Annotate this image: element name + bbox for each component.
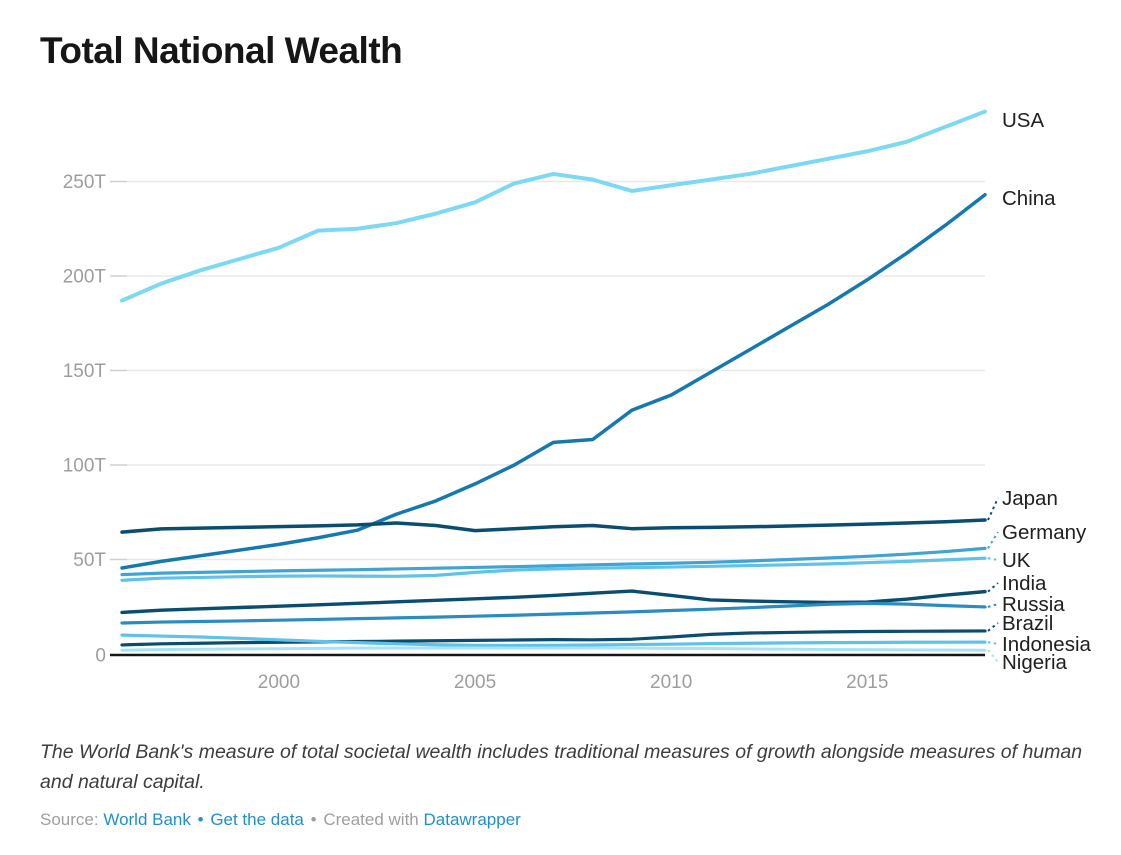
leader-line-indonesia <box>987 641 999 645</box>
series-line-uk <box>120 556 987 582</box>
y-tick-label-100T: 100T <box>63 456 107 477</box>
y-tick-label-50T: 50T <box>73 550 106 571</box>
series-line-brazil <box>120 629 987 647</box>
x-tick-label-2015: 2015 <box>846 672 888 693</box>
x-tick-label-2005: 2005 <box>454 672 496 693</box>
series-label-nigeria: Nigeria <box>1002 651 1068 674</box>
series-label-india: India <box>1002 572 1047 595</box>
series-label-usa: USA <box>1002 109 1044 132</box>
series-label-germany: Germany <box>1002 521 1087 544</box>
leader-line-japan <box>987 497 999 521</box>
leader-line-uk <box>987 557 999 561</box>
series-label-indonesia: Indonesia <box>1002 633 1092 656</box>
y-tick-label-200T: 200T <box>63 267 107 288</box>
y-tick-label-0: 0 <box>95 646 106 667</box>
page-title: Total National Wealth <box>40 30 403 71</box>
leader-line-brazil <box>987 622 999 632</box>
get-the-data-link[interactable]: Get the data <box>210 810 304 829</box>
separator-dot: • <box>197 810 204 829</box>
series-label-brazil: Brazil <box>1002 612 1053 635</box>
source-label: Source: <box>40 810 99 829</box>
series-label-japan: Japan <box>1002 487 1058 510</box>
x-tick-label-2000: 2000 <box>258 672 300 693</box>
created-with-label: Created with <box>323 810 419 829</box>
y-tick-label-150T: 150T <box>63 361 107 382</box>
chart-svg: 0 50T 100T 150T 200T 250T 2000 2005 2010 2015 USA C… <box>63 109 1092 693</box>
series-line-indonesia <box>120 633 987 648</box>
leader-line-germany <box>987 531 999 549</box>
series-label-china: China <box>1002 187 1056 210</box>
series-label-russia: Russia <box>1002 593 1065 616</box>
source-link-world-bank[interactable]: World Bank <box>103 810 191 829</box>
line-chart: 0 50T 100T 150T 200T 250T 2000 2005 2010 2015 USA C… <box>63 109 1092 693</box>
series-label-uk: UK <box>1002 549 1031 572</box>
y-tick-label-250T: 250T <box>63 172 107 193</box>
leader-line-nigeria <box>987 649 999 663</box>
series-line-germany <box>120 546 987 577</box>
leader-line-india <box>987 582 999 593</box>
x-tick-label-2010: 2010 <box>650 672 692 693</box>
chart-note: The World Bank's measure of total societ… <box>40 741 1083 794</box>
datawrapper-link[interactable]: Datawrapper <box>423 810 521 829</box>
series-line-russia <box>120 601 987 625</box>
series-line-china <box>120 192 987 570</box>
separator-dot-2: • <box>310 810 317 829</box>
series-line-nigeria <box>120 646 987 652</box>
source-line: Source: World Bank • Get the data • Crea… <box>40 810 521 830</box>
series-line-usa <box>120 109 987 303</box>
series-line-india <box>120 589 987 615</box>
leader-line-russia <box>987 603 999 608</box>
series-line-japan <box>120 518 987 534</box>
